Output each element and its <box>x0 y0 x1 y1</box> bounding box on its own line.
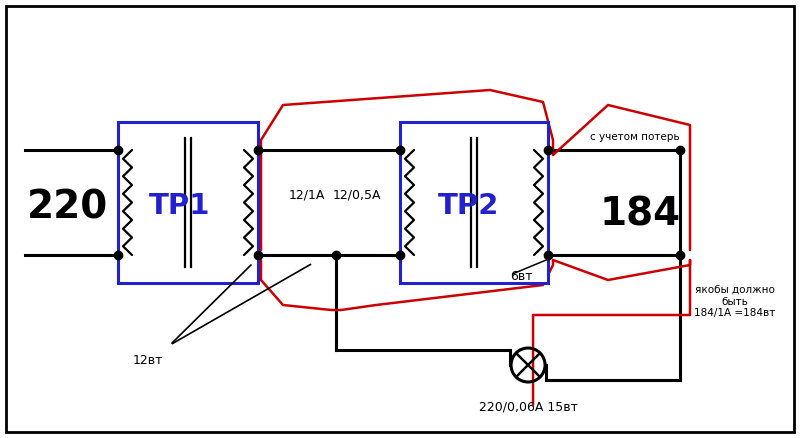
Bar <box>400 122 548 283</box>
Text: 12/0,5А: 12/0,5А <box>333 188 382 201</box>
Text: 12вт: 12вт <box>133 353 163 367</box>
Text: 184: 184 <box>599 195 681 233</box>
Text: ТР2: ТР2 <box>438 192 500 220</box>
Text: 220: 220 <box>27 188 109 226</box>
Text: 12/1А: 12/1А <box>289 188 325 201</box>
Text: якобы должно
быть
184/1А =184вт: якобы должно быть 184/1А =184вт <box>694 285 776 318</box>
Text: с учетом потерь: с учетом потерь <box>590 132 680 142</box>
Text: ТР1: ТР1 <box>150 192 210 220</box>
Bar <box>118 122 258 283</box>
Text: 220/0,06А 15вт: 220/0,06А 15вт <box>478 400 578 413</box>
Text: 6вт: 6вт <box>510 271 533 283</box>
